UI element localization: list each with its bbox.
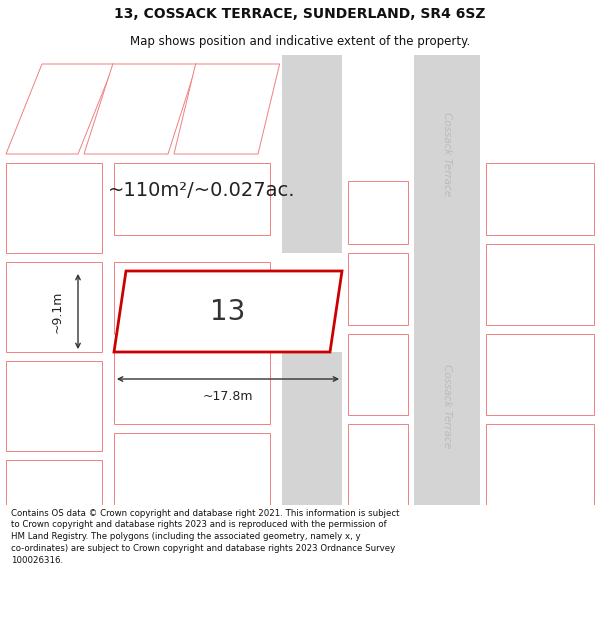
- Bar: [348, 253, 408, 325]
- Text: Cossack Terrace: Cossack Terrace: [442, 112, 452, 196]
- Text: ~9.1m: ~9.1m: [50, 290, 64, 332]
- Bar: [348, 334, 408, 415]
- Bar: [114, 163, 270, 235]
- Polygon shape: [114, 271, 342, 352]
- Bar: [114, 433, 270, 505]
- Bar: [114, 262, 270, 334]
- Bar: [486, 244, 594, 325]
- Polygon shape: [84, 64, 197, 154]
- Polygon shape: [6, 64, 114, 154]
- Text: ~17.8m: ~17.8m: [203, 391, 253, 404]
- Bar: [6, 163, 102, 253]
- Text: 13: 13: [211, 298, 245, 326]
- Bar: [6, 361, 102, 451]
- Bar: [282, 352, 342, 505]
- Bar: [414, 55, 480, 505]
- Bar: [486, 334, 594, 415]
- Bar: [6, 262, 102, 352]
- Bar: [282, 55, 342, 253]
- Bar: [6, 460, 102, 505]
- Bar: [486, 424, 594, 505]
- Bar: [348, 181, 408, 244]
- Text: Contains OS data © Crown copyright and database right 2021. This information is : Contains OS data © Crown copyright and d…: [11, 509, 400, 565]
- Text: Cossack Terrace: Cossack Terrace: [442, 364, 452, 448]
- Bar: [348, 424, 408, 505]
- Polygon shape: [174, 64, 280, 154]
- Bar: [486, 163, 594, 235]
- Text: Map shows position and indicative extent of the property.: Map shows position and indicative extent…: [130, 35, 470, 48]
- Text: ~110m²/~0.027ac.: ~110m²/~0.027ac.: [108, 181, 296, 199]
- Text: 13, COSSACK TERRACE, SUNDERLAND, SR4 6SZ: 13, COSSACK TERRACE, SUNDERLAND, SR4 6SZ: [114, 7, 486, 21]
- Bar: [114, 343, 270, 424]
